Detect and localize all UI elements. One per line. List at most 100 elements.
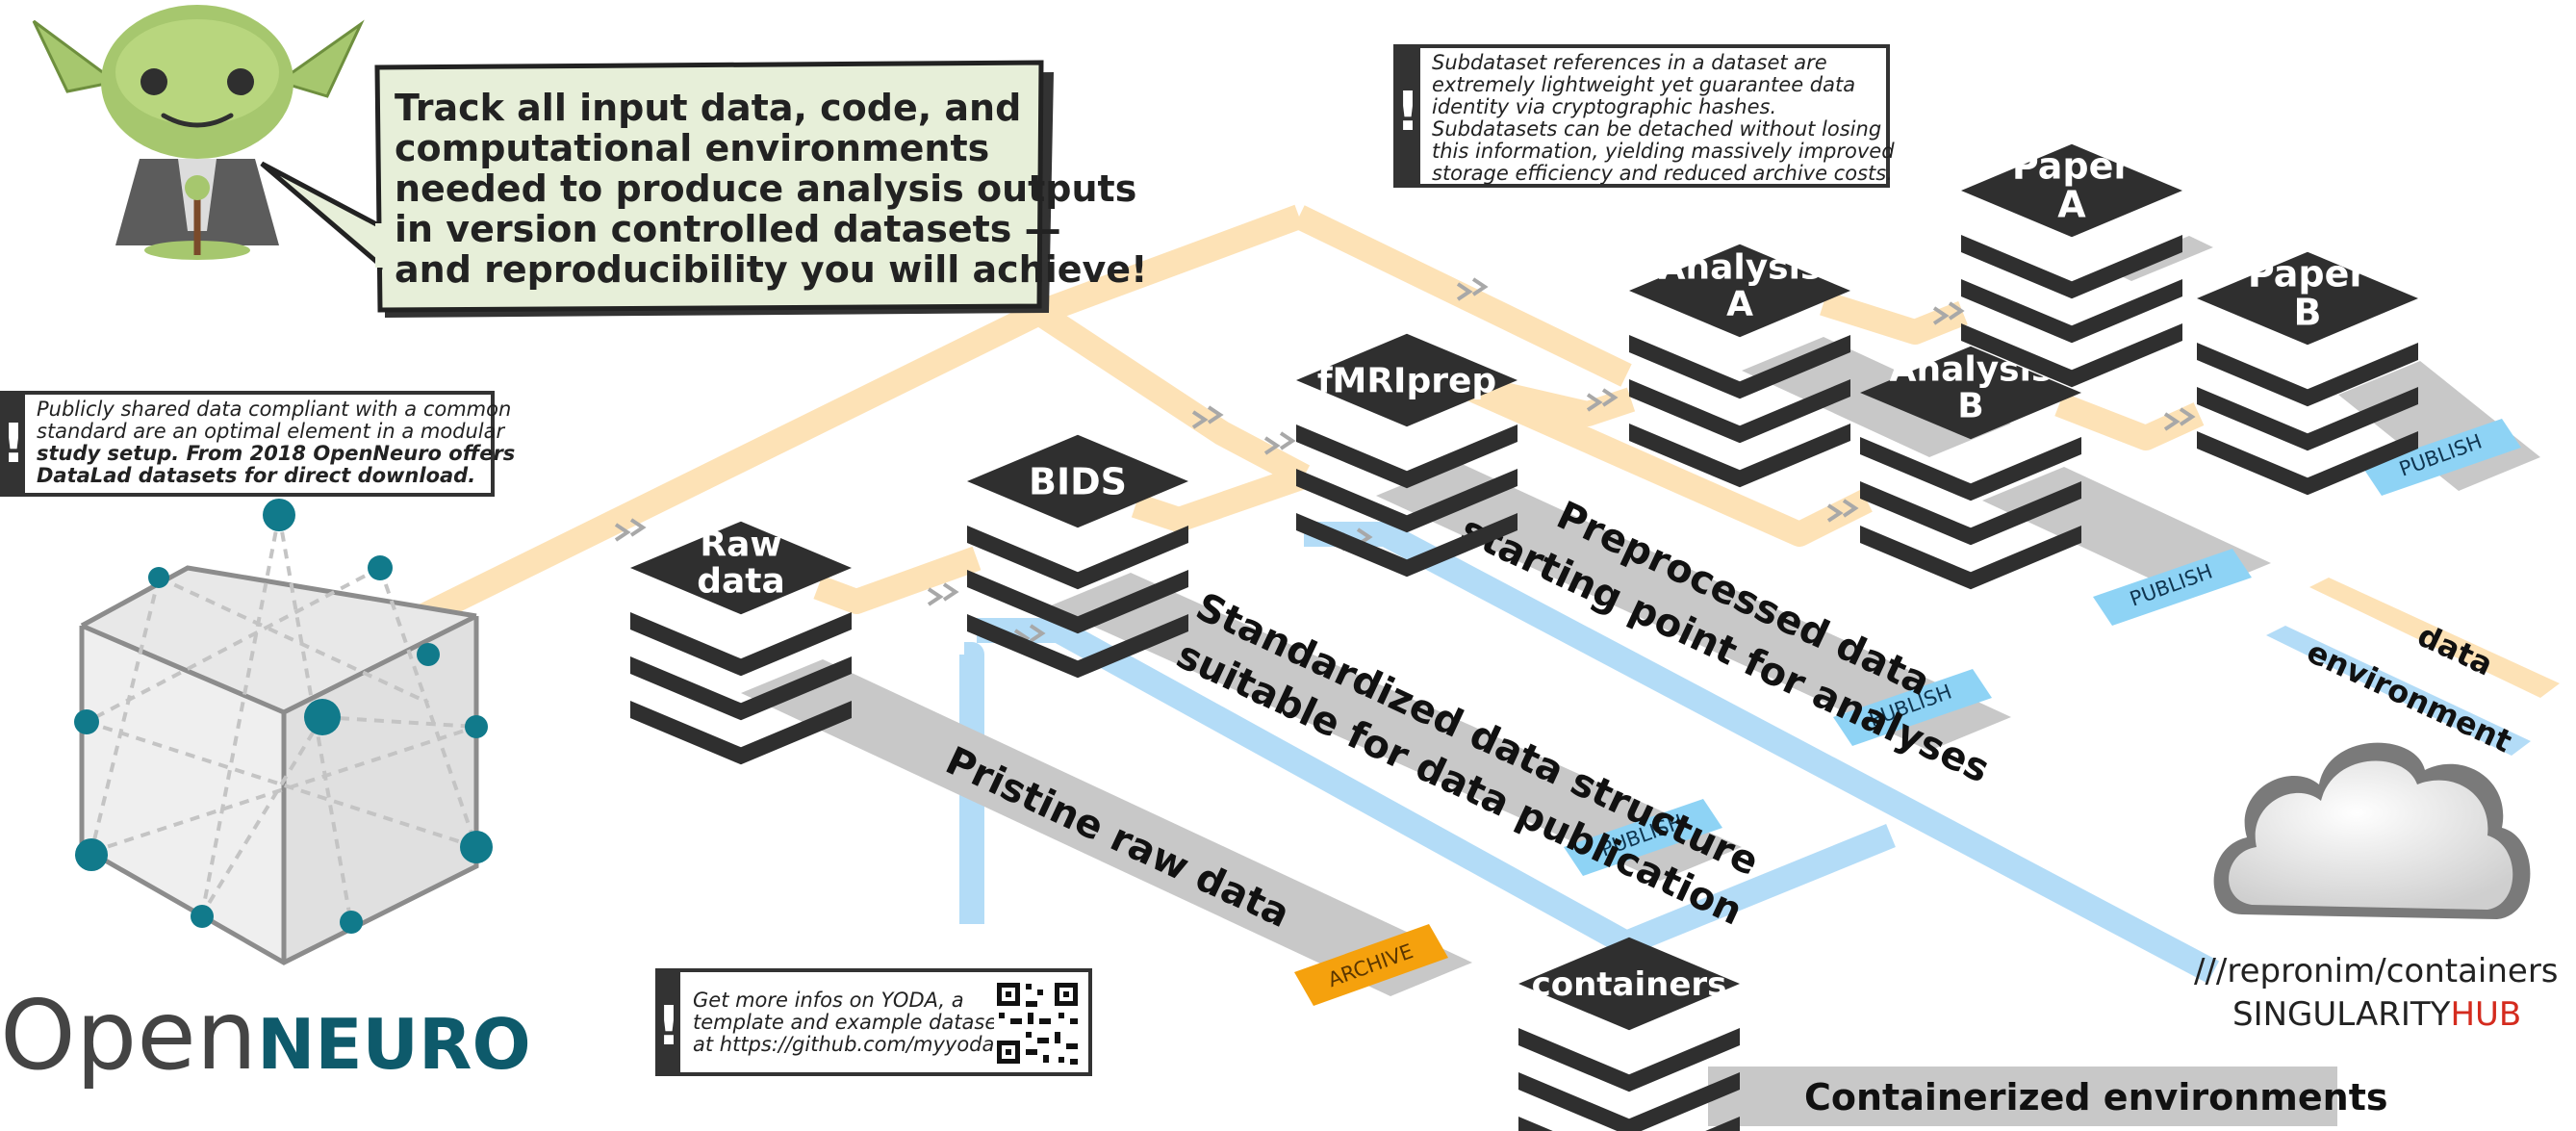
- stack-layer: [1629, 424, 1850, 488]
- stack-layer: [1518, 1117, 1740, 1131]
- stack-top: [1860, 346, 2081, 440]
- data-pipe-bids-fmriprep: [1131, 464, 1309, 532]
- singularity-brand-main: SINGULARITY: [2232, 995, 2451, 1034]
- speech-line-2: computational environments: [395, 127, 989, 169]
- cloud-icon: [2213, 742, 2531, 919]
- data-pipe-branch: [1032, 302, 1311, 488]
- note-openneuro-line-2: standard are an optimal element in a mod…: [37, 420, 506, 443]
- publish-tag-analysis: [2093, 549, 2252, 626]
- note-subdataset-line-4: Subdatasets can be detached without losi…: [1432, 117, 1881, 141]
- speech-text: Track all input data, code, and computat…: [395, 87, 1147, 291]
- stack-layer: [1860, 481, 2081, 546]
- lane-bids: [1049, 573, 1742, 881]
- stack-containers: containers: [1518, 937, 1740, 1131]
- stack-top: [630, 521, 852, 615]
- stack-paper-b-label: B: [2294, 291, 2322, 333]
- stack-layer: [2197, 343, 2418, 407]
- stack-layer: [1296, 469, 1518, 533]
- data-pipe-fmriprep-analysisb: [1457, 373, 1873, 547]
- stack-raw-label: Raw: [700, 526, 781, 565]
- note-subdataset: ! Subdataset references in a dataset are…: [1393, 44, 1895, 188]
- stack-layer: [630, 612, 852, 677]
- stack-bids: BIDS: [967, 434, 1188, 679]
- lane-paper-b: [2338, 361, 2540, 491]
- yoda-icon: [32, 5, 365, 260]
- stack-layer: [1961, 235, 2182, 299]
- note-subdataset-icon: !: [1395, 81, 1420, 143]
- stack-layer: [1860, 437, 2081, 501]
- note-subdataset-line-1: Subdataset references in a dataset are: [1432, 51, 1827, 74]
- env-pipe-containers: [1621, 823, 1896, 956]
- stack-layer: [967, 526, 1188, 590]
- speech-bubble: [260, 60, 1054, 318]
- lane-containers-label: Containerized environments: [1804, 1076, 2388, 1118]
- stack-layer: [967, 614, 1188, 679]
- stack-layer: [1961, 323, 2182, 388]
- speech-line-3: needed to produce analysis outputs: [395, 167, 1136, 210]
- stack-paper-a-label: A: [2057, 183, 2086, 225]
- note-subdataset-line-5: this information, yielding massively imp…: [1432, 140, 1895, 163]
- note-openneuro-line-1: Publicly shared data compliant with a co…: [37, 398, 511, 421]
- data-pipe-raw-bids: [813, 546, 982, 614]
- note-openneuro-line-3: study setup. From 2018 OpenNeuro offers: [37, 442, 515, 465]
- note-openneuro: ! Publicly shared data compliant with a …: [0, 391, 515, 497]
- stack-paper-b-label: Paper: [2248, 252, 2367, 295]
- qr-code-icon: [994, 980, 1081, 1067]
- stack-analysis-a-label: A: [1726, 285, 1753, 324]
- speech-line-1: Track all input data, code, and: [395, 87, 1021, 129]
- publish-tag-fmriprep: [1833, 669, 1992, 746]
- stack-top: [2197, 251, 2418, 346]
- pipe-chevrons: [614, 277, 2196, 648]
- speech-line-5: and reproducibility you will achieve!: [395, 248, 1147, 291]
- env-pipe-trunk: [959, 642, 984, 924]
- stack-layer: [1961, 279, 2182, 344]
- note-openneuro-line-4: DataLad datasets for direct download.: [37, 464, 475, 487]
- note-subdataset-line-3: identity via cryptographic hashes.: [1432, 95, 1776, 118]
- note-yoda-line-3: at https://github.com/myyoda: [693, 1033, 994, 1056]
- stack-top: [967, 434, 1188, 528]
- stack-layer: [1518, 1028, 1740, 1092]
- stack-top: [1518, 937, 1740, 1031]
- stack-layer: [1629, 335, 1850, 399]
- lane-containers: [1708, 1067, 2337, 1126]
- stack-top: [1961, 143, 2182, 238]
- stack-top: [1296, 333, 1518, 427]
- archive-tag: [1294, 924, 1448, 1006]
- note-yoda: ! Get more infos on YODA, a template and…: [655, 968, 1092, 1076]
- speech-line-4: in version controlled datasets —: [395, 208, 1061, 250]
- stack-layer: [1296, 513, 1518, 578]
- legend-data-label: data: [2412, 617, 2499, 683]
- stack-layer: [630, 656, 852, 721]
- openneuro-logo-neuro: NEURO: [257, 1004, 531, 1085]
- stack-layer: [2197, 387, 2418, 451]
- data-pipe-analysisa-papera: [1820, 291, 1968, 345]
- dataset-stacks: RawdataBIDSfMRIprepAnalysisAAnalysisBPap…: [630, 143, 2418, 1131]
- stack-fmriprep-label: fMRIprep: [1317, 362, 1496, 401]
- note-openneuro-icon: !: [1, 413, 26, 476]
- note-yoda-line-1: Get more infos on YODA, a: [693, 989, 964, 1012]
- note-yoda-line-2: template and example datasets: [693, 1011, 1015, 1034]
- note-subdataset-line-2: extremely lightweight yet guarantee data: [1432, 73, 1855, 96]
- stack-layer: [630, 701, 852, 765]
- openneuro-logo: OpenNEURO: [0, 979, 531, 1092]
- stack-layer: [1518, 1072, 1740, 1131]
- stack-analysis-a-label: Analysis: [1659, 248, 1822, 288]
- stack-layer: [1629, 379, 1850, 444]
- stack-paper-a-label: Paper: [2012, 144, 2131, 187]
- stack-raw-label: data: [697, 562, 785, 602]
- publish-tag-paper: [2362, 419, 2521, 496]
- singularity-brand: SINGULARITYHUB: [2232, 995, 2521, 1034]
- stack-layer: [1860, 526, 2081, 590]
- publish-tag-bids: [1564, 799, 1722, 876]
- stack-layer: [1296, 424, 1518, 489]
- lane-raw: [741, 659, 1472, 996]
- singularity-brand-accent: HUB: [2450, 995, 2521, 1034]
- legend-environment-swatch: [2266, 626, 2531, 756]
- stack-analysis-b-label: B: [1957, 387, 1983, 426]
- lane-raw-label: Pristine raw data: [939, 738, 1296, 937]
- stack-layer: [2197, 431, 2418, 496]
